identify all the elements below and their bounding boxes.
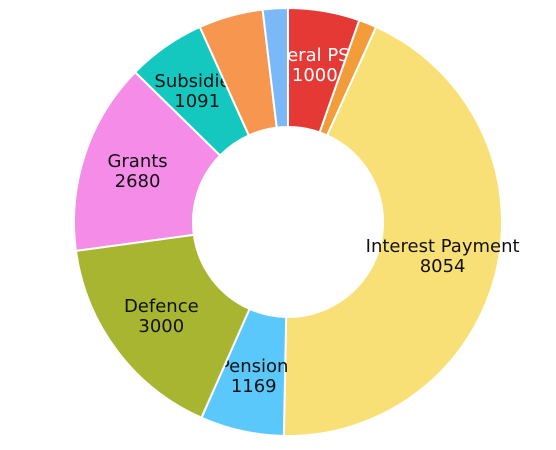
donut-slice: [73, 70, 222, 252]
slice-value: 1169: [231, 376, 277, 397]
slice-label: Grants: [107, 151, 167, 172]
donut-slice: [282, 25, 503, 437]
donut-slice: [261, 6, 289, 129]
slice-value: 1091: [174, 91, 220, 112]
slice-label: Defence: [124, 296, 199, 317]
slice-value: 2680: [115, 171, 161, 192]
donut-slice: [74, 233, 251, 420]
slice-label: Subsidies: [154, 71, 240, 92]
slice-label: Pension: [219, 356, 289, 377]
slice-value: 3000: [138, 316, 184, 337]
slice-value: 1000: [292, 65, 338, 86]
slice-value: 8054: [420, 256, 466, 277]
slice-label: Interest Payment: [366, 236, 520, 257]
